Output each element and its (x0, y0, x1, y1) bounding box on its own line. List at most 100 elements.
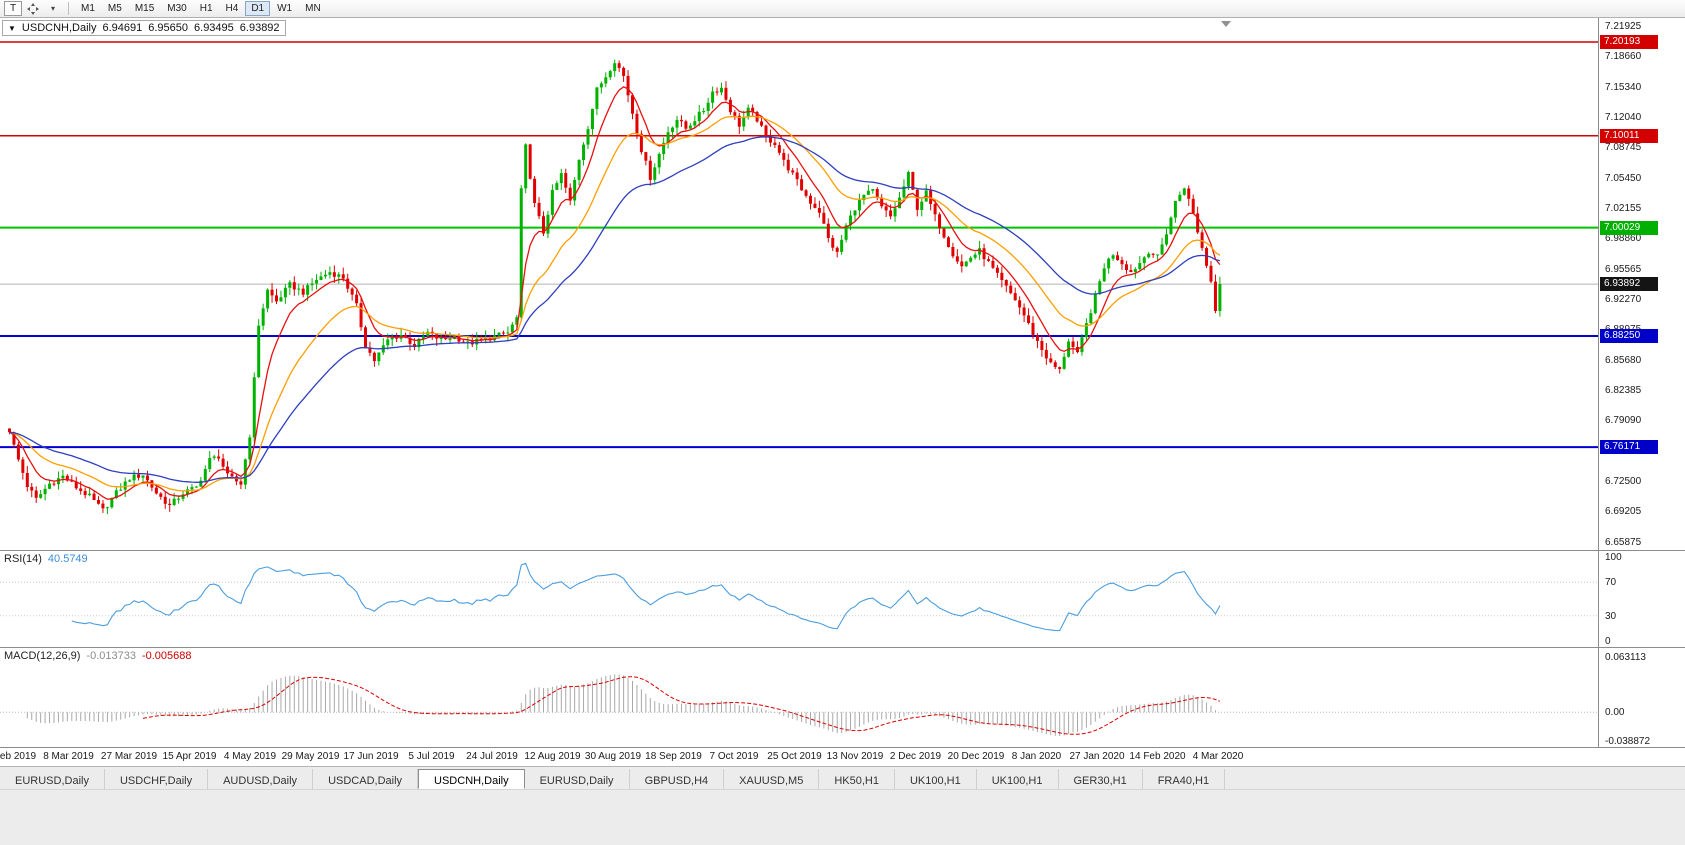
low-value: 6.93495 (194, 22, 234, 34)
toolbar-separator (68, 2, 69, 15)
timeframe-button-h1[interactable]: H1 (199, 3, 213, 14)
chart-tab-uk100-h1[interactable]: UK100,H1 (895, 769, 977, 789)
chart-tab-eurusd-daily[interactable]: EURUSD,Daily (0, 769, 105, 789)
date-axis-label: 4 Mar 2020 (1192, 751, 1244, 762)
price-axis-label: 6.95565 (1605, 263, 1642, 275)
open-value: 6.94691 (102, 22, 143, 34)
date-axis-label: 24 Jul 2019 (466, 751, 518, 762)
price-axis-label: 7.15340 (1605, 81, 1642, 93)
timeframe-button-m5[interactable]: M5 (107, 3, 122, 14)
price-axis-label: 6.69205 (1605, 506, 1642, 518)
timeframe-button-m1[interactable]: M1 (81, 3, 95, 14)
chart-tab-usdcad-daily[interactable]: USDCAD,Daily (313, 769, 419, 789)
rsi-indicator-chart (0, 562, 1598, 632)
price-axis-label: 6.79090 (1605, 415, 1642, 427)
rsi-axis-label: 70 (1605, 577, 1617, 589)
rsi-axis-label: 100 (1605, 552, 1622, 563)
close-value: 6.93892 (239, 22, 280, 34)
date-axis-label: 25 Oct 2019 (767, 751, 822, 762)
timeframe-button-w1[interactable]: W1 (277, 3, 293, 14)
price-axis-label: 6.82385 (1605, 384, 1642, 396)
move-arrows-icon (27, 2, 39, 15)
timeframe-button-d1[interactable]: D1 (245, 1, 271, 16)
timeframe-button-mn[interactable]: MN (305, 3, 321, 14)
chart-tab-audusd-daily[interactable]: AUDUSD,Daily (208, 769, 314, 789)
toolbar-dropdown-icon[interactable]: ▾ (50, 4, 55, 13)
price-level-badge: 7.00029 (1600, 220, 1658, 235)
rsi-label: RSI(14) (4, 553, 42, 565)
price-axis-label: 6.65875 (1605, 536, 1642, 548)
price-axis[interactable]: 7.21925 7.18660 7.15340 7.12040 7.08745 7.054… (1598, 18, 1685, 550)
price-axis-label: 7.18660 (1605, 51, 1642, 63)
date-axis-label: 27 Jan 2020 (1069, 751, 1125, 762)
date-axis-label: 29 May 2019 (281, 751, 340, 762)
macd-axis-label: -0.038872 (1605, 736, 1651, 747)
price-axis-label: 6.72500 (1605, 475, 1642, 487)
timeframe-button-m30[interactable]: M30 (167, 3, 187, 14)
chart-tab-fra40-h1[interactable]: FRA40,H1 (1143, 769, 1226, 789)
top-toolbar: T ▾ M1 M5 M15 M30 H1 H4 D1 W1 MN (0, 0, 1685, 18)
price-plot-area[interactable]: ▼ USDCNH,Daily 6.94691 6.95650 6.93495 6… (0, 18, 1598, 550)
chart-tab-xauusd-m5[interactable]: XAUUSD,M5 (724, 769, 820, 789)
rsi-readout: RSI(14) 40.5749 (4, 553, 88, 565)
price-axis-label: 6.98860 (1605, 233, 1642, 245)
macd-signal-value: -0.005688 (141, 650, 192, 662)
rsi-axis-label: 0 (1605, 636, 1611, 647)
chart-tab-eurusd-daily[interactable]: EURUSD,Daily (525, 769, 630, 789)
candlestick-chart (0, 21, 1598, 515)
date-axis-label: 4 May 2019 (223, 751, 277, 762)
price-axis-label: 6.85680 (1605, 354, 1642, 366)
macd-plot-area[interactable]: MACD(12,26,9) -0.013733 -0.005688 (0, 648, 1598, 747)
date-axis-label: 17 Jun 2019 (343, 751, 399, 762)
chart-tab-bar: EURUSD,Daily USDCHF,Daily AUDUSD,Daily USDC… (0, 766, 1685, 789)
date-axis-label: 8 Mar 2019 (43, 751, 94, 762)
price-axis-label: 7.12040 (1605, 112, 1642, 124)
chart-tab-ger30-h1[interactable]: GER30,H1 (1059, 769, 1143, 789)
rsi-value: 40.5749 (47, 553, 88, 565)
timeframe-button-h4[interactable]: H4 (225, 3, 239, 14)
price-axis-label: 6.92270 (1605, 294, 1642, 305)
rsi-axis-label: 30 (1605, 610, 1617, 622)
date-axis-label: 2 Dec 2019 (889, 751, 942, 762)
rsi-axis[interactable]: 100 70 30 0 (1598, 551, 1685, 647)
move-tool-icon[interactable] (24, 1, 42, 16)
price-axis-label: 7.21925 (1605, 21, 1642, 33)
date-axis-label: 13 Nov 2019 (826, 751, 884, 762)
symbol-ohlc-readout: ▼ USDCNH,Daily 6.94691 6.95650 6.93495 6… (2, 20, 286, 36)
symbol-label: USDCNH,Daily (21, 22, 97, 34)
chart-tab-usdcnh-daily[interactable]: USDCNH,Daily (418, 769, 525, 789)
price-level-badge: 7.10011 (1600, 128, 1658, 143)
status-bar (0, 789, 1685, 845)
chart-tab-uk100-h1[interactable]: UK100,H1 (977, 769, 1059, 789)
date-axis-label: 20 Dec 2019 (947, 751, 1005, 762)
rsi-plot-area[interactable]: RSI(14) 40.5749 (0, 551, 1598, 647)
chart-tab-gbpusd-h4[interactable]: GBPUSD,H4 (630, 769, 725, 789)
macd-axis[interactable]: 0.063113 0.00 -0.038872 (1598, 648, 1685, 747)
date-axis-label: 18 Sep 2019 (645, 751, 702, 762)
collapse-triangle-icon[interactable]: ▼ (8, 23, 16, 33)
date-axis-label: 5 Jul 2019 (408, 751, 455, 762)
rsi-pane: RSI(14) 40.5749 100 70 30 0 (0, 550, 1685, 647)
date-axis-label: 7 Oct 2019 (709, 751, 759, 762)
date-axis-label: 15 Apr 2019 (162, 751, 217, 762)
macd-label: MACD(12,26,9) (4, 650, 81, 662)
chart-tab-hk50-h1[interactable]: HK50,H1 (819, 769, 895, 789)
high-value: 6.95650 (148, 22, 189, 34)
macd-axis-label: 0.00 (1605, 707, 1625, 719)
text-tool-button[interactable]: T (4, 1, 22, 16)
time-axis[interactable]: 18 Feb 2019 8 Mar 2019 27 Mar 2019 15 Apr 2… (0, 747, 1685, 766)
chart-tab-usdchf-daily[interactable]: USDCHF,Daily (105, 769, 209, 789)
price-level-badge: 6.88250 (1600, 329, 1658, 343)
macd-pane: MACD(12,26,9) -0.013733 -0.005688 0.0631… (0, 647, 1685, 747)
date-axis-label: 14 Feb 2020 (1129, 751, 1186, 762)
macd-readout: MACD(12,26,9) -0.013733 -0.005688 (4, 650, 192, 662)
timeframe-button-m15[interactable]: M15 (134, 3, 155, 14)
macd-main-value: -0.013733 (86, 650, 136, 662)
macd-axis-label: 0.063113 (1605, 652, 1646, 663)
price-level-badge: 7.20193 (1600, 34, 1658, 49)
macd-indicator-chart (0, 674, 1598, 737)
price-axis-label: 7.08745 (1605, 142, 1642, 154)
date-axis-label: 27 Mar 2019 (100, 751, 158, 762)
timeframe-button-group: M1 M5 M15 M30 H1 H4 D1 W1 MN (75, 1, 327, 16)
